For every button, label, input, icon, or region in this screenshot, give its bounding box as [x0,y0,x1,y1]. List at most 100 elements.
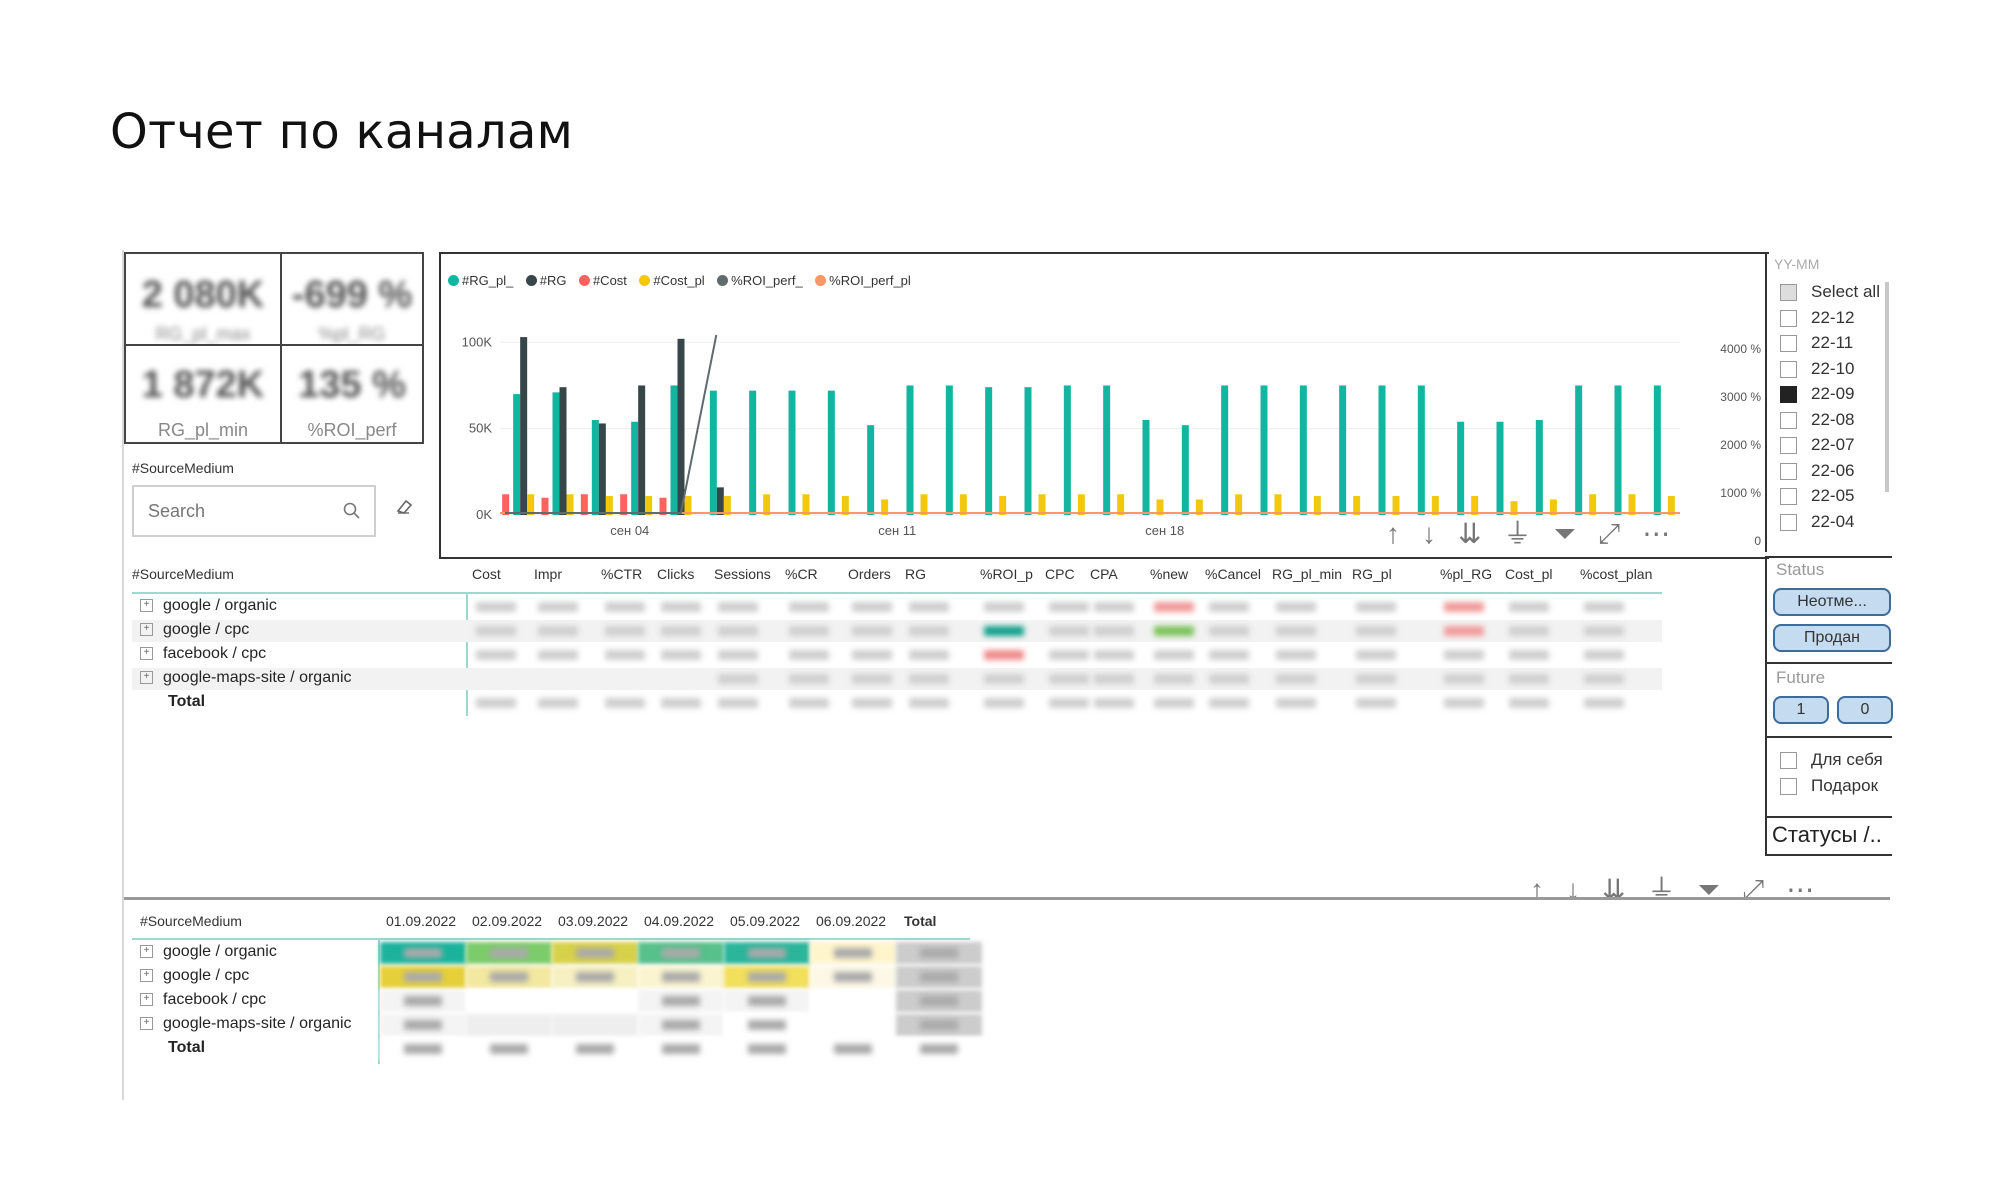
column-header[interactable]: 05.09.2022 [730,913,801,929]
more-options-icon[interactable]: ⋯ [1786,874,1815,905]
expand-icon[interactable]: + [140,623,153,637]
checkbox[interactable] [1780,386,1797,404]
yymm-option[interactable]: 22-06 [1780,461,1854,481]
yymm-option[interactable]: 22-07 [1780,435,1854,455]
yymm-option[interactable]: 22-12 [1780,308,1854,328]
column-header[interactable]: CPA [1090,566,1118,582]
source-search-box[interactable] [132,485,376,537]
checkbox[interactable] [1780,462,1797,480]
kpi-card-rg-pl-min[interactable]: 1 872K RG_pl_min [124,344,282,444]
column-header[interactable]: Sessions [714,566,771,582]
legend-item[interactable]: #RG [525,273,567,288]
focus-mode-icon[interactable]: ⤢ [1741,874,1765,905]
expand-icon[interactable]: + [140,647,153,661]
column-header[interactable]: Cost_pl [1505,566,1553,582]
yymm-option[interactable]: 22-09 [1780,384,1854,404]
table-row[interactable]: + google / organic [140,597,277,615]
expand-icon[interactable]: + [140,599,153,613]
table-row[interactable]: + google / cpc [140,621,249,639]
column-header[interactable]: RG_pl_min [1272,566,1343,582]
column-header[interactable]: %pl_RG [1440,566,1493,582]
column-header[interactable]: CPC [1045,566,1075,582]
column-header[interactable]: %CTR [601,566,643,582]
column-header[interactable]: 01.09.2022 [386,913,457,929]
drill-down-icon[interactable]: ↓ [1422,518,1436,549]
table-row[interactable]: + facebook / cpc [140,645,266,663]
table-row[interactable]: + google-maps-site / organic [140,669,352,687]
column-header[interactable]: Orders [848,566,891,582]
column-header[interactable]: 03.09.2022 [558,913,629,929]
column-header[interactable]: Clicks [657,566,695,582]
column-header[interactable]: 04.09.2022 [644,913,715,929]
drill-up-icon[interactable]: ↑ [1386,518,1400,549]
column-header[interactable]: RG [905,566,926,582]
future-option-0[interactable]: 0 [1837,696,1893,724]
table-row[interactable]: + google / organic [140,943,277,961]
column-header[interactable]: Cost [472,566,501,582]
legend-item[interactable]: #Cost_pl [639,273,705,288]
column-header[interactable]: %cost_plan [1580,566,1653,582]
kpi-card-roi-perf[interactable]: 135 % %ROI_perf [280,344,424,444]
kpi-card-rg-pl-max[interactable]: 2 080K RG_pl_max [124,252,282,346]
legend-item[interactable]: %ROI_perf_pl [815,273,911,288]
future-option-1[interactable]: 1 [1773,696,1829,724]
expand-icon[interactable]: + [140,671,153,685]
total-row[interactable]: Total [168,1039,206,1056]
expand-icon[interactable]: + [140,945,153,959]
checkbox[interactable] [1780,360,1797,378]
more-options-icon[interactable]: ⋯ [1642,518,1671,549]
yymm-option[interactable]: 22-08 [1780,410,1854,430]
purpose-option-gift[interactable]: Подарок [1780,776,1878,796]
statuses-card[interactable] [1765,816,1892,856]
expand-all-icon[interactable]: ⇊ [1458,518,1482,549]
filter-icon[interactable]: ⏷ [1697,874,1720,905]
filter-icon[interactable]: ⏷ [1553,518,1576,549]
legend-item[interactable]: #Cost [578,273,627,288]
checkbox[interactable] [1780,437,1797,455]
checkbox[interactable] [1780,411,1797,429]
yymm-option[interactable]: 22-11 [1780,333,1853,353]
column-header[interactable]: %Cancel [1205,566,1262,582]
expand-all-icon[interactable]: ⇊ [1602,874,1626,905]
checkbox[interactable] [1780,284,1797,302]
table-row[interactable]: + google / cpc [140,967,249,985]
column-header[interactable]: Impr [534,566,562,582]
expand-icon[interactable]: + [140,993,153,1007]
hierarchy-icon[interactable]: ⏚ [1647,874,1676,905]
yymm-option[interactable]: 22-05 [1780,486,1854,506]
checkbox[interactable] [1780,335,1797,353]
column-header[interactable]: RG_pl [1352,566,1392,582]
drill-up-icon[interactable]: ↑ [1530,874,1544,905]
legend-item[interactable]: %ROI_perf_ [717,273,803,288]
status-option-unmarked[interactable]: Неотме... [1773,588,1891,616]
checkbox[interactable] [1780,513,1797,531]
checkbox[interactable] [1780,778,1797,796]
checkbox[interactable] [1780,488,1797,506]
focus-mode-icon[interactable]: ⤢ [1597,518,1621,549]
expand-icon[interactable]: + [140,969,153,983]
table-row[interactable]: + google-maps-site / organic [140,1015,352,1033]
column-header[interactable]: #SourceMedium [140,913,242,929]
chart-panel[interactable] [439,252,1769,559]
eraser-icon[interactable] [394,496,416,518]
yymm-option[interactable]: Select all [1780,282,1880,302]
table-row[interactable]: + facebook / cpc [140,991,266,1009]
legend-item[interactable]: #RG_pl_ [448,273,513,288]
checkbox[interactable] [1780,309,1797,327]
column-header[interactable]: %ROI_p [980,566,1033,582]
total-row[interactable]: Total [168,693,206,710]
combo-chart[interactable]: 0K 50K 100K 4000 % 3000 % 2000 % 1000 % 0 сен 04… [440,295,1765,545]
column-header[interactable]: 02.09.2022 [472,913,543,929]
column-header[interactable]: Total [904,913,937,929]
hierarchy-icon[interactable]: ⏚ [1503,518,1532,549]
yymm-option[interactable]: 22-10 [1780,359,1854,379]
checkbox[interactable] [1780,752,1797,770]
yymm-option[interactable]: 22-04 [1780,512,1854,532]
drill-down-icon[interactable]: ↓ [1566,874,1580,905]
column-header[interactable]: %CR [785,566,818,582]
column-header[interactable]: #SourceMedium [132,566,234,582]
search-input[interactable] [146,497,330,525]
kpi-card-pl-rg[interactable]: -699 % %pl_RG [280,252,424,346]
scrollbar[interactable] [1885,282,1889,492]
column-header[interactable]: 06.09.2022 [816,913,887,929]
